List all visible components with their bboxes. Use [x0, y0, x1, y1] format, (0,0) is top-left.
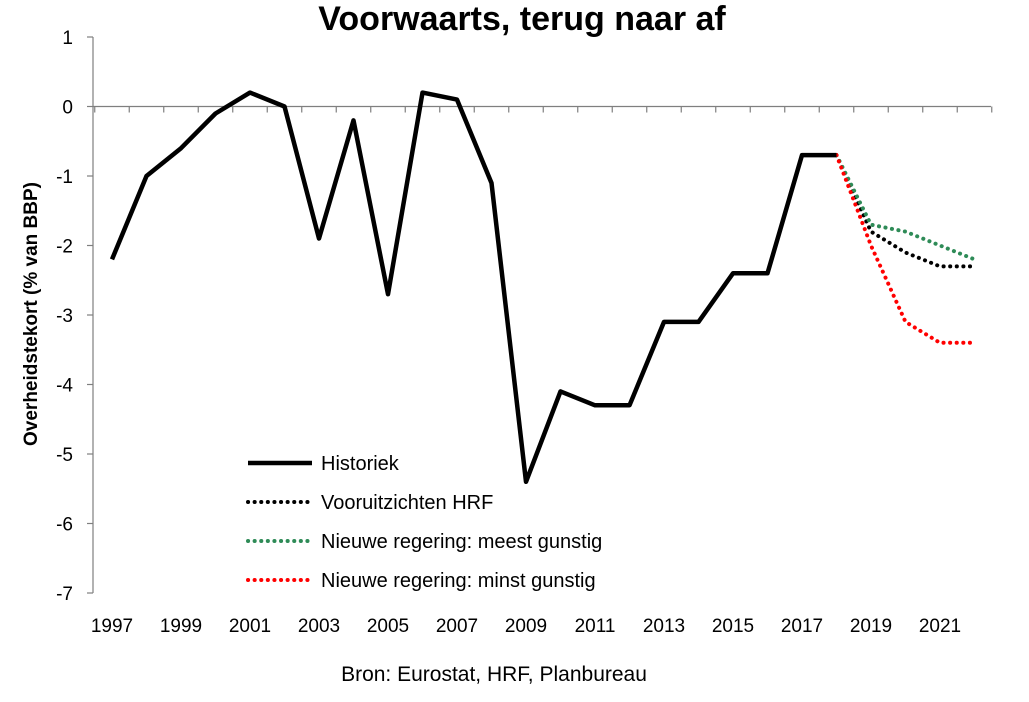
x-tick-label: 2019 [850, 616, 892, 637]
x-tick-label: 2013 [643, 616, 685, 637]
y-tick-label: -6 [56, 515, 73, 536]
y-tick-label: 1 [62, 28, 73, 49]
x-tick-label: 2021 [919, 616, 961, 637]
x-tick-label: 1999 [160, 616, 202, 637]
y-tick-label: -2 [56, 237, 73, 258]
source-note: Bron: Eurostat, HRF, Planbureau [341, 663, 647, 686]
x-tick-label: 2001 [229, 616, 271, 637]
x-tick-label: 2005 [367, 616, 409, 637]
y-tick-label: 0 [62, 98, 73, 119]
series-line-3 [834, 153, 977, 262]
legend: Historiek Vooruitzichten HRF Nieuwe regeri… [246, 453, 602, 592]
legend-label-2: Vooruitzichten HRF [321, 492, 493, 514]
series-layer [109, 90, 977, 485]
x-tick-label: 1997 [91, 616, 133, 637]
x-tick-label: 2015 [712, 616, 754, 637]
x-tick-label: 2009 [505, 616, 547, 637]
legend-label-3: Nieuwe regering: meest gunstig [321, 531, 602, 553]
y-tick-label: -1 [56, 167, 73, 188]
x-tick-label: 2003 [298, 616, 340, 637]
y-tick-label: -7 [56, 584, 73, 605]
series-line-4 [834, 153, 977, 345]
series-line-1 [109, 90, 837, 485]
y-axis-label: Overheidstekort (% van BBP) [21, 182, 42, 446]
legend-label-1: Historiek [321, 453, 400, 475]
series-line-2 [834, 153, 977, 269]
x-tick-label: 2011 [575, 616, 616, 637]
y-tick-label: -5 [56, 445, 73, 466]
chart-title: Voorwaarts, terug naar af [318, 0, 726, 38]
x-tick-label: 2007 [436, 616, 478, 637]
legend-label-4: Nieuwe regering: minst gunstig [321, 570, 596, 592]
x-tick-label: 2017 [781, 616, 823, 637]
y-tick-label: -4 [56, 376, 73, 397]
y-tick-label: -3 [56, 306, 73, 327]
axes: 1 0 -1 -2 -3 -4 -5 -6 -7 1997 1999 2001 2003 2005 2007… [56, 28, 993, 637]
